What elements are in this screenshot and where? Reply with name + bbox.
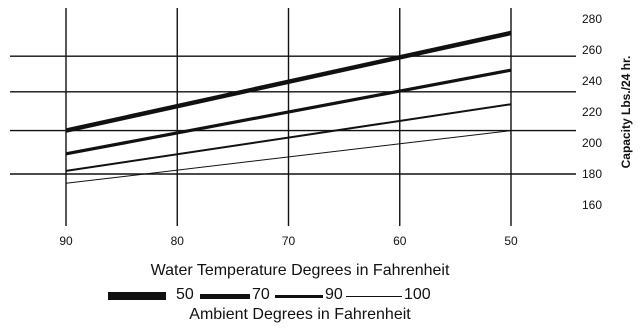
y-tick-label-200: 200 <box>582 136 602 150</box>
x-tick-labels: 90 80 70 60 50 <box>59 234 518 248</box>
series-line-70 <box>65 68 512 156</box>
y-axis-label: Capacity Lbs./24 hr. <box>619 56 633 169</box>
legend-swatch-70 <box>200 294 250 299</box>
y-tick-label-160: 160 <box>582 198 602 212</box>
series-lines <box>65 30 512 184</box>
legend-swatch-50 <box>108 292 166 300</box>
legend-swatch-100 <box>346 296 402 297</box>
legend-label-50: 50 <box>176 286 194 303</box>
y-tick-label-280: 280 <box>582 12 602 26</box>
legend-label-90: 90 <box>325 286 343 303</box>
x-tick-label-60: 60 <box>393 234 407 248</box>
x-axis-label: Water Temperature Degrees in Fahrenheit <box>150 262 450 279</box>
horizontal-gridlines <box>10 55 576 175</box>
vertical-gridlines <box>65 8 512 226</box>
legend: 50 70 90 100 <box>0 285 600 305</box>
y-tick-label-260: 260 <box>582 43 602 57</box>
x-tick-label-50: 50 <box>504 234 518 248</box>
series-line-100 <box>65 130 512 184</box>
y-tick-label-220: 220 <box>582 105 602 119</box>
legend-swatch-90 <box>275 295 323 298</box>
x-tick-label-90: 90 <box>59 234 73 248</box>
legend-label-70: 70 <box>252 286 270 303</box>
x-tick-label-80: 80 <box>171 234 185 248</box>
series-line-90 <box>65 103 512 172</box>
y-tick-label-180: 180 <box>582 167 602 181</box>
y-tick-label-240: 240 <box>582 74 602 88</box>
series-line-50 <box>65 30 512 133</box>
x-tick-label-70: 70 <box>282 234 296 248</box>
legend-label-100: 100 <box>404 286 431 303</box>
y-tick-labels: 160 180 200 220 240 260 280 <box>582 12 602 212</box>
chart-subtitle: Ambient Degrees in Fahrenheit <box>189 306 411 323</box>
